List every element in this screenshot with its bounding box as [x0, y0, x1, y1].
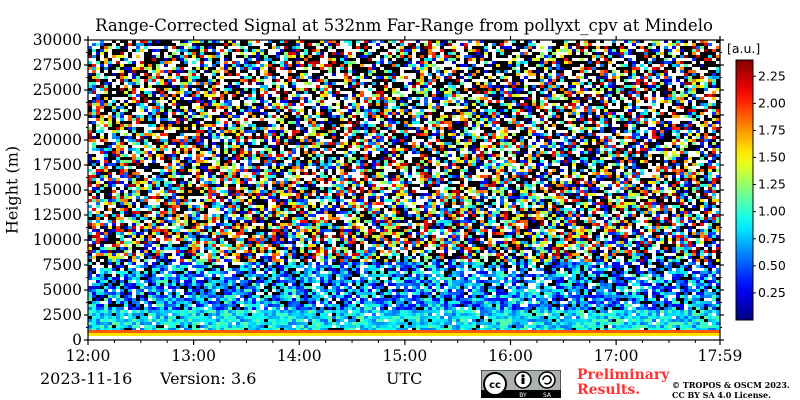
colorbar: 0.25 0.50 0.75 1.00 1.25 1.50 1.75 2.00 2.25 [a.u… [727, 41, 786, 321]
y-tick-label: 22500 [33, 106, 82, 124]
y-tick-label: 27500 [33, 56, 82, 74]
axes: 0 2500 5000 7500 10000 12500 15000 17500 20000 22… [33, 31, 743, 365]
colorbar-unit-label: [a.u.] [727, 41, 760, 56]
colorbar-tick-label: 0.25 [758, 285, 786, 300]
preliminary-line2: Results. [577, 382, 641, 398]
x-tick-label: 16:00 [488, 347, 533, 365]
cc-by-label: BY [519, 392, 527, 398]
colorbar-tick-label: 2.25 [758, 68, 786, 83]
y-tick-label: 10000 [33, 231, 82, 249]
y-tick-label: 5000 [43, 281, 82, 299]
y-tick-label: 15000 [33, 181, 82, 199]
colorbar-tick-label: 2.00 [758, 95, 786, 110]
cc-sa-label: SA [543, 392, 552, 398]
y-tick-label: 0 [72, 331, 82, 349]
x-tick-label: 14:00 [277, 347, 322, 365]
colorbar-tick-label: 1.00 [758, 204, 786, 219]
chart-title: Range-Corrected Signal at 532nm Far-Rang… [95, 16, 713, 35]
x-tick-label: 13:00 [171, 347, 216, 365]
preliminary-note: Preliminary Results. [577, 368, 669, 398]
x-tick-label: 12:00 [66, 347, 111, 365]
y-tick-label: 2500 [43, 306, 82, 324]
copyright-line2: CC BY SA 4.0 License. [672, 390, 771, 400]
preliminary-line1: Preliminary [577, 367, 670, 383]
colorbar-tick-label: 0.50 [758, 258, 786, 273]
footer-version: Version: 3.6 [160, 369, 257, 388]
y-tick-label: 7500 [43, 256, 82, 274]
colorbar-tick-label: 0.75 [758, 231, 786, 246]
cc-license-icon: cc BY SA [481, 370, 561, 398]
y-tick-label: 20000 [33, 131, 82, 149]
y-tick-label: 30000 [33, 31, 82, 49]
footer-date: 2023-11-16 [40, 369, 133, 388]
x-axis-label: UTC [386, 369, 423, 388]
surface-layer-band [88, 330, 720, 333]
x-tick-label: 17:00 [594, 347, 639, 365]
heatmap-plot-area [88, 40, 720, 340]
x-tick-label: 15:00 [383, 347, 428, 365]
colorbar-tick-label: 1.25 [758, 177, 786, 192]
x-tick-label: 17:59 [698, 347, 743, 365]
copyright-note: © TROPOS & OSCM 2023. CC BY SA 4.0 Licen… [672, 380, 790, 400]
copyright-line1: © TROPOS & OSCM 2023. [672, 380, 790, 390]
y-tick-label: 12500 [33, 206, 82, 224]
colorbar-gradient [735, 59, 754, 321]
y-tick-label: 17500 [33, 156, 82, 174]
y-tick-label: 25000 [33, 81, 82, 99]
colorbar-tick-label: 1.75 [758, 122, 786, 137]
colorbar-tick-label: 1.50 [758, 150, 786, 165]
y-axis-label: Height (m) [2, 145, 22, 235]
